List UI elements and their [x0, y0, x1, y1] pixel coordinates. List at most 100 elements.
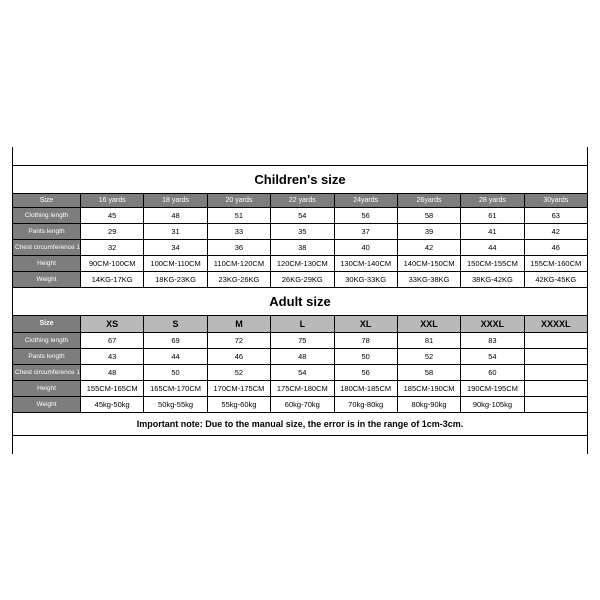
cell: 48	[81, 364, 144, 380]
cell: 33KG-38KG	[397, 271, 460, 287]
children-header-row: Size 16 yards 18 yards 20 yards 22 yards…	[13, 193, 588, 207]
row-label: Weight	[13, 396, 81, 412]
children-title: Children's size	[13, 165, 588, 193]
cell: 69	[144, 332, 207, 348]
important-note: Important note: Due to the manual size, …	[13, 412, 588, 435]
cell: 42	[524, 223, 587, 239]
cell: 18KG-23KG	[144, 271, 207, 287]
cell: 61	[461, 207, 524, 223]
row-label: Clothing length	[13, 207, 81, 223]
adult-header-2: S	[144, 315, 207, 332]
cell: 48	[271, 348, 334, 364]
table-row: Height 90CM-100CM 100CM-110CM 110CM-120C…	[13, 255, 588, 271]
cell: 155CM-160CM	[524, 255, 587, 271]
row-label: Pants length	[13, 348, 81, 364]
cell: 33	[207, 223, 270, 239]
cell: 58	[397, 364, 460, 380]
cell: 50	[144, 364, 207, 380]
adult-header-5: XL	[334, 315, 397, 332]
children-header-2: 18 yards	[144, 193, 207, 207]
note-row: Important note: Due to the manual size, …	[13, 412, 588, 435]
cell: 38	[271, 239, 334, 255]
row-label: Pants length	[13, 223, 81, 239]
cell	[524, 332, 587, 348]
cell: 43	[81, 348, 144, 364]
cell: 42	[397, 239, 460, 255]
cell: 51	[207, 207, 270, 223]
cell: 54	[461, 348, 524, 364]
children-header-5: 24yards	[334, 193, 397, 207]
adult-header-4: L	[271, 315, 334, 332]
table-row: Clothing length 67 69 72 75 78 81 83	[13, 332, 588, 348]
cell: 60	[461, 364, 524, 380]
cell: 100CM-110CM	[144, 255, 207, 271]
cell: 44	[144, 348, 207, 364]
row-label: Clothing length	[13, 332, 81, 348]
cell: 39	[397, 223, 460, 239]
cell	[524, 348, 587, 364]
cell: 155CM-165CM	[81, 380, 144, 396]
cell: 14KG-17KG	[81, 271, 144, 287]
cell: 34	[144, 239, 207, 255]
adult-title-row: Adult size	[13, 287, 588, 315]
cell: 150CM-155CM	[461, 255, 524, 271]
cell: 46	[207, 348, 270, 364]
cell: 60kg-70kg	[271, 396, 334, 412]
adult-header-7: XXXL	[461, 315, 524, 332]
cell: 58	[397, 207, 460, 223]
cell: 50	[334, 348, 397, 364]
cell	[524, 396, 587, 412]
children-header-1: 16 yards	[81, 193, 144, 207]
children-header-8: 30yards	[524, 193, 587, 207]
cell: 36	[207, 239, 270, 255]
cell: 70kg-80kg	[334, 396, 397, 412]
cell: 41	[461, 223, 524, 239]
cell: 78	[334, 332, 397, 348]
children-header-3: 20 yards	[207, 193, 270, 207]
adult-header-0: Size	[13, 315, 81, 332]
cell: 38KG-42KG	[461, 271, 524, 287]
cell	[524, 380, 587, 396]
cell: 52	[207, 364, 270, 380]
cell: 90kg-105kg	[461, 396, 524, 412]
cell: 44	[461, 239, 524, 255]
children-header-7: 28 yards	[461, 193, 524, 207]
cell: 26KG-29KG	[271, 271, 334, 287]
adult-header-8: XXXXL	[524, 315, 587, 332]
adult-header-1: XS	[81, 315, 144, 332]
table-row: Chest circumference 1/2 32 34 36 38 40 4…	[13, 239, 588, 255]
cell: 30KG-33KG	[334, 271, 397, 287]
cell: 83	[461, 332, 524, 348]
cell: 52	[397, 348, 460, 364]
cell: 35	[271, 223, 334, 239]
adult-title: Adult size	[13, 287, 588, 315]
row-label: Weight	[13, 271, 81, 287]
row-label: Chest circumference 1/2	[13, 239, 81, 255]
table-row: Clothing length 45 48 51 54 56 58 61 63	[13, 207, 588, 223]
cell: 45kg-50kg	[81, 396, 144, 412]
row-label: Height	[13, 380, 81, 396]
row-label: Chest circumference 1/2	[13, 364, 81, 380]
size-table: Children's size Size 16 yards 18 yards 2…	[12, 147, 588, 454]
cell: 81	[397, 332, 460, 348]
table-row: Pants length 43 44 46 48 50 52 54	[13, 348, 588, 364]
table-row: Pants length 29 31 33 35 37 39 41 42	[13, 223, 588, 239]
cell: 37	[334, 223, 397, 239]
cell: 185CM-190CM	[397, 380, 460, 396]
cell: 67	[81, 332, 144, 348]
cell: 48	[144, 207, 207, 223]
cell: 31	[144, 223, 207, 239]
children-header-6: 26yards	[397, 193, 460, 207]
cell: 54	[271, 364, 334, 380]
cell: 56	[334, 364, 397, 380]
cell: 175CM-180CM	[271, 380, 334, 396]
cell: 130CM-140CM	[334, 255, 397, 271]
table-row: Chest circumference 1/2 48 50 52 54 56 5…	[13, 364, 588, 380]
adult-header-3: M	[207, 315, 270, 332]
cell: 165CM-170CM	[144, 380, 207, 396]
cell: 80kg-90kg	[397, 396, 460, 412]
cell: 120CM-130CM	[271, 255, 334, 271]
cell: 75	[271, 332, 334, 348]
cell: 42KG-45KG	[524, 271, 587, 287]
size-chart: Children's size Size 16 yards 18 yards 2…	[0, 139, 600, 462]
